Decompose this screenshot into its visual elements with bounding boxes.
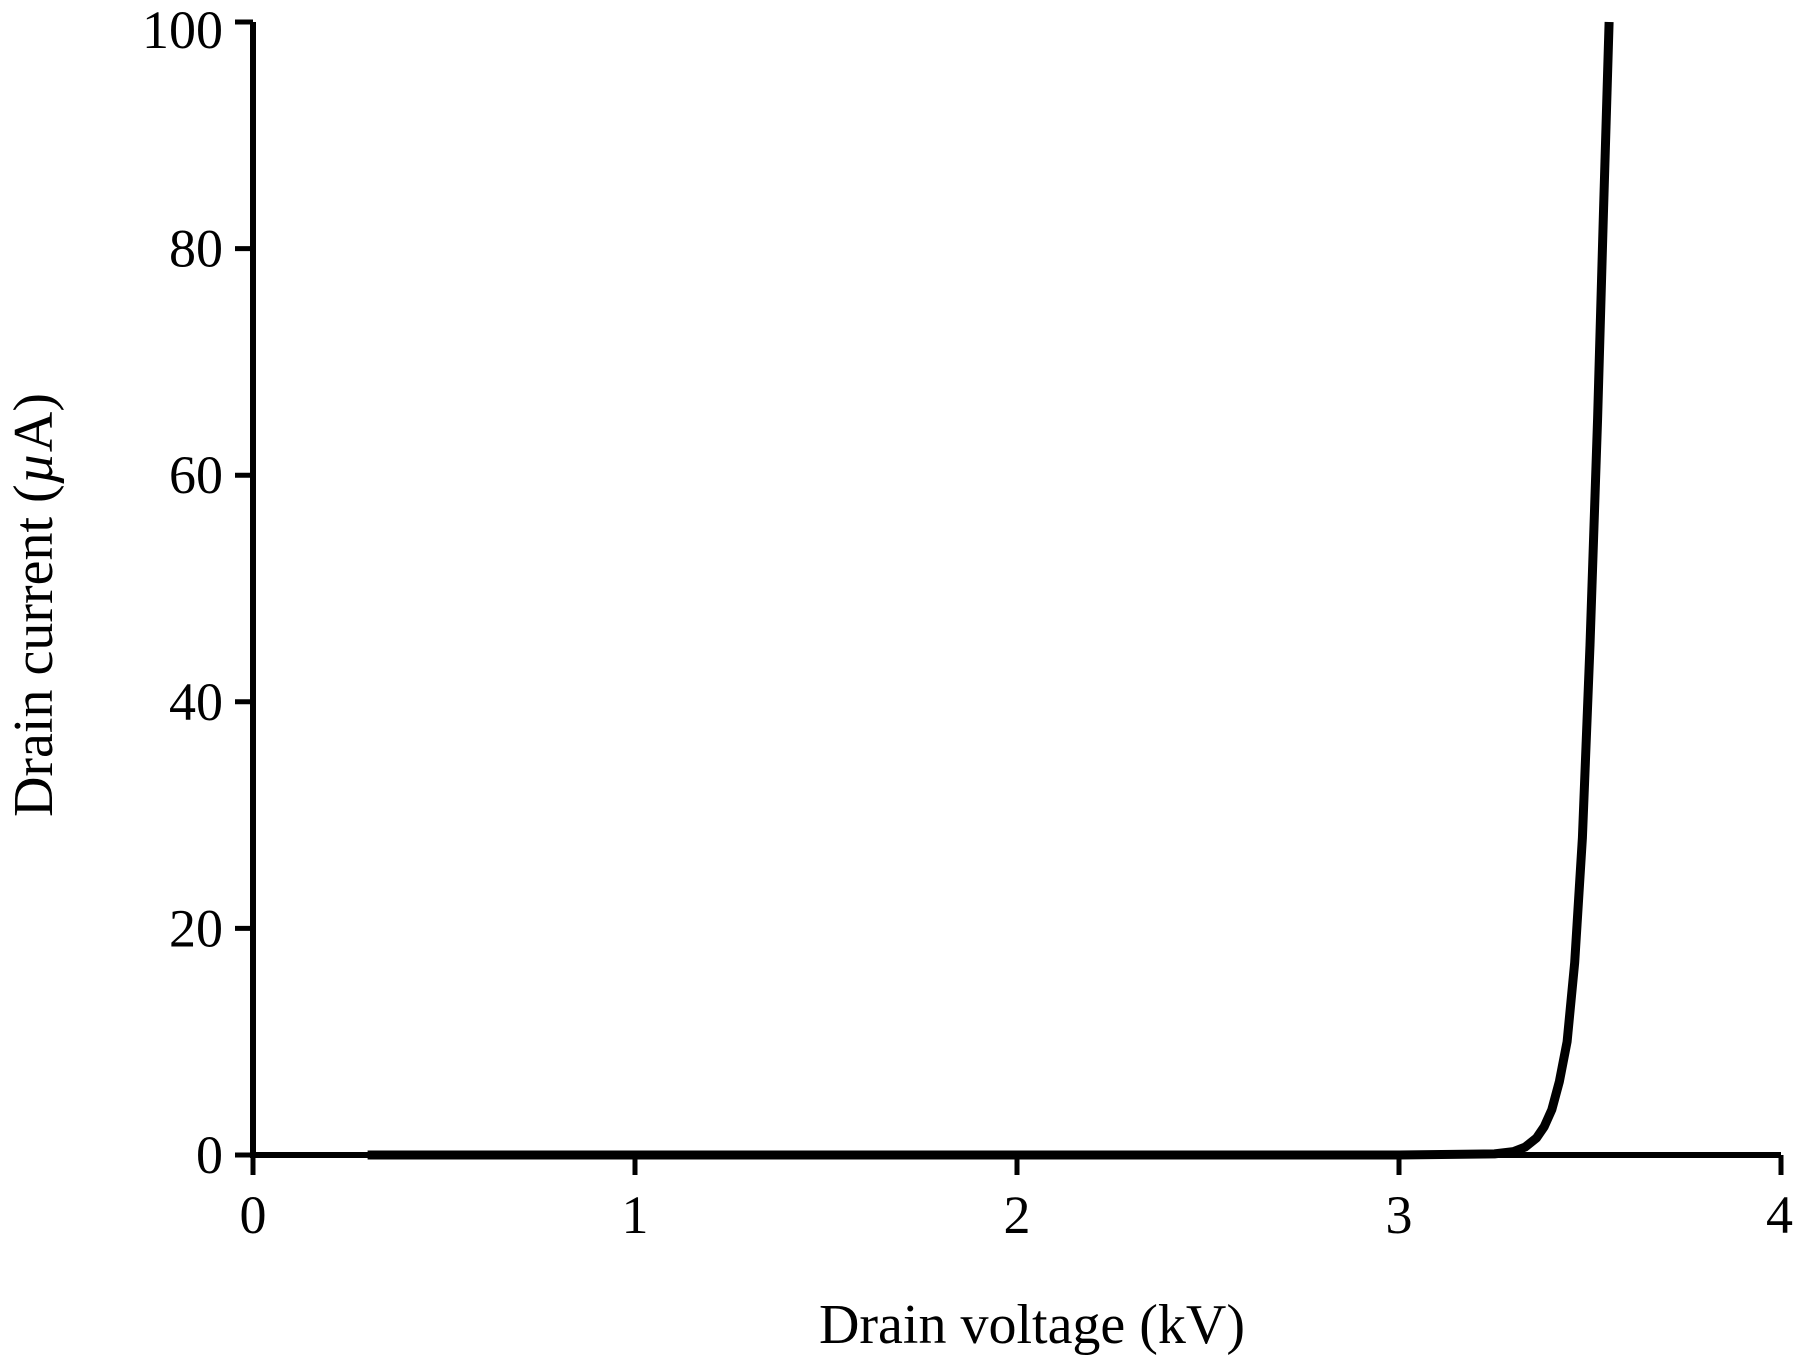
y-tick-label-3: 60 [169, 445, 223, 505]
y-tick-label-5: 100 [142, 0, 223, 60]
y-axis-ticks: 0 20 40 60 80 100 [142, 0, 253, 1185]
y-tick-label-2: 40 [169, 672, 223, 732]
series-line [367, 21, 1614, 1160]
y-tick-label-0: 0 [196, 1125, 223, 1185]
x-axis-ticks: 0 1 2 3 4 [240, 1155, 1793, 1245]
x-tick-label-3: 3 [1386, 1185, 1413, 1245]
y-tick-label-4: 80 [169, 219, 223, 279]
y-tick-label-1: 20 [169, 898, 223, 958]
x-tick-label-2: 2 [1004, 1185, 1031, 1245]
x-tick-label-1: 1 [622, 1185, 649, 1245]
x-axis-label: Drain voltage (kV) [819, 1294, 1245, 1356]
y-axis-label: Drain current (µA) [3, 393, 65, 817]
x-tick-label-4: 4 [1766, 1185, 1793, 1245]
x-tick-label-0: 0 [240, 1185, 267, 1245]
